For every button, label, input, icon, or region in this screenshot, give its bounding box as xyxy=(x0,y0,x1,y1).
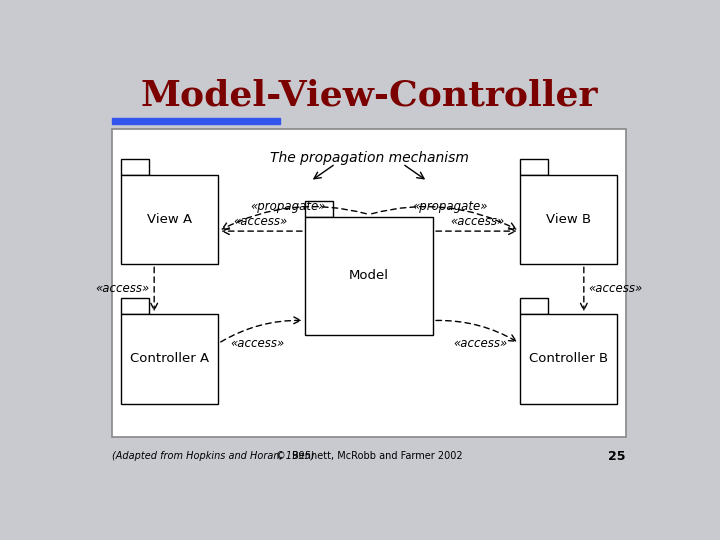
Text: Model: Model xyxy=(349,269,389,282)
Text: «access»: «access» xyxy=(588,282,643,295)
Text: «propagate»: «propagate» xyxy=(251,200,326,213)
Text: «access»: «access» xyxy=(451,215,505,228)
Bar xyxy=(112,129,626,437)
Bar xyxy=(121,159,148,175)
Bar xyxy=(520,314,617,404)
Text: «access»: «access» xyxy=(95,282,150,295)
Text: Controller A: Controller A xyxy=(130,353,209,366)
Bar xyxy=(520,175,617,265)
Text: (Adapted from Hopkins and Horan, 1995): (Adapted from Hopkins and Horan, 1995) xyxy=(112,451,315,462)
Bar xyxy=(305,217,433,335)
Bar xyxy=(520,299,548,314)
Text: 25: 25 xyxy=(608,450,626,463)
Text: Controller B: Controller B xyxy=(529,353,608,366)
Bar xyxy=(121,175,218,265)
Text: «access»: «access» xyxy=(230,337,284,350)
Bar xyxy=(305,201,333,217)
Bar xyxy=(121,299,148,314)
Bar xyxy=(112,118,280,124)
Text: View A: View A xyxy=(147,213,192,226)
Bar xyxy=(520,159,548,175)
Text: «access»: «access» xyxy=(454,337,508,350)
Text: «access»: «access» xyxy=(233,215,287,228)
Text: Model-View-Controller: Model-View-Controller xyxy=(140,79,598,113)
Text: «propagate»: «propagate» xyxy=(412,200,487,213)
Text: ©  Bennett, McRobb and Farmer 2002: © Bennett, McRobb and Farmer 2002 xyxy=(276,451,462,462)
Bar xyxy=(121,314,218,404)
Text: The propagation mechanism: The propagation mechanism xyxy=(269,151,469,165)
Text: View B: View B xyxy=(546,213,591,226)
